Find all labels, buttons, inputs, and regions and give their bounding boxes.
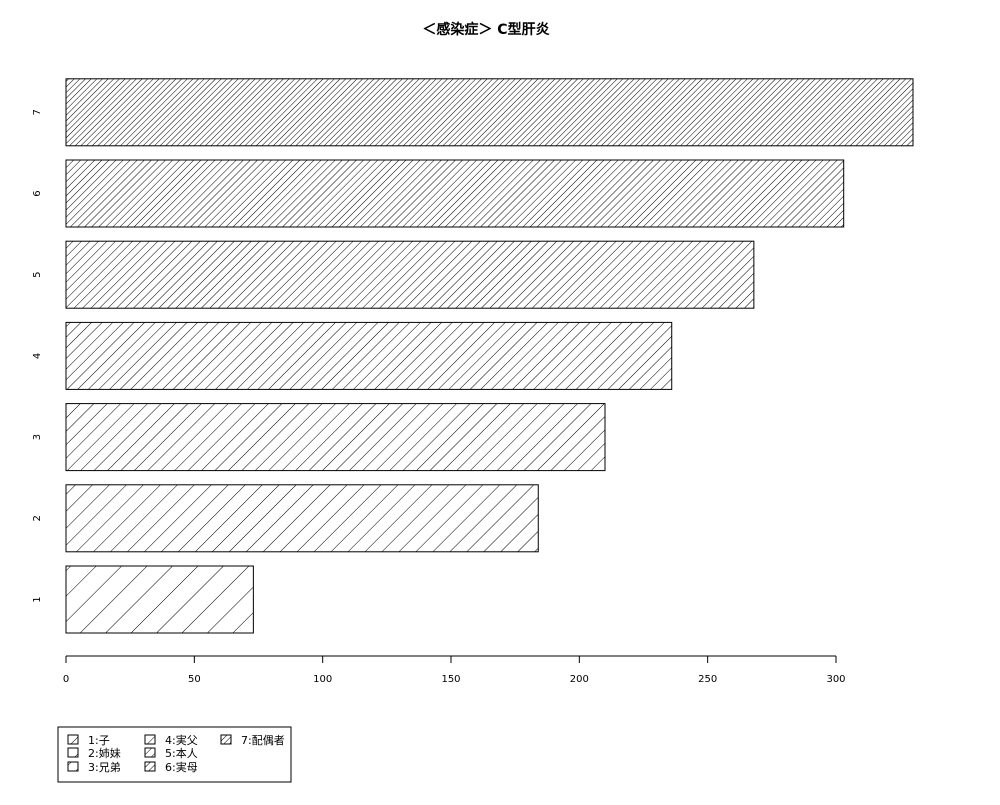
legend-swatch-1 <box>67 734 79 745</box>
legend-label-7: 7:配偶者 <box>241 734 285 747</box>
legend-label-3: 3:兄弟 <box>88 761 121 774</box>
legend-swatch-2 <box>67 747 79 758</box>
y-tick-label-2: 2 <box>32 515 43 521</box>
legend-label-4: 4:実父 <box>165 733 198 747</box>
bar-7 <box>65 78 914 147</box>
legend-swatch-3 <box>67 761 79 772</box>
legend-swatch-6 <box>144 761 156 772</box>
legend-swatch-5 <box>144 747 156 758</box>
x-tick-label-0: 0 <box>63 674 69 685</box>
bar-5 <box>65 240 755 309</box>
legend-label-2: 2:姉妹 <box>88 746 121 760</box>
legend-label-5: 5:本人 <box>165 746 198 760</box>
x-tick-label-100: 100 <box>313 674 332 685</box>
bars-layer <box>65 78 914 634</box>
bar-1 <box>65 565 254 634</box>
y-tick-label-4: 4 <box>32 353 43 359</box>
chart-title: ＜感染症＞ C型肝炎 <box>422 21 549 38</box>
x-tick-label-50: 50 <box>188 674 201 685</box>
y-tick-label-6: 6 <box>32 190 43 196</box>
bar-3 <box>65 403 606 472</box>
bar-2 <box>65 484 539 553</box>
y-axis-labels: 1 2 3 4 5 6 7 <box>32 109 43 603</box>
x-tick-label-150: 150 <box>441 674 460 685</box>
y-tick-label-5: 5 <box>32 272 43 278</box>
legend-swatch-4 <box>144 734 156 745</box>
legend: 1:子2:姉妹3:兄弟 4:実父5:本人6:実母 7:配偶者 <box>57 726 292 783</box>
x-tick-label-200: 200 <box>570 674 589 685</box>
bar-6 <box>65 159 845 228</box>
legend-swatch-7 <box>220 734 232 745</box>
x-tick-label-250: 250 <box>698 674 717 685</box>
legend-box <box>57 726 292 783</box>
x-tick-label-300: 300 <box>826 674 845 685</box>
y-tick-label-3: 3 <box>32 434 43 440</box>
y-tick-label-7: 7 <box>32 109 43 115</box>
y-tick-label-1: 1 <box>32 596 43 602</box>
bar-4 <box>65 321 673 390</box>
x-axis: 0 50 100 150 200 250 300 <box>63 655 846 685</box>
legend-label-6: 6:実母 <box>165 760 198 774</box>
legend-label-1: 1:子 <box>88 734 110 747</box>
